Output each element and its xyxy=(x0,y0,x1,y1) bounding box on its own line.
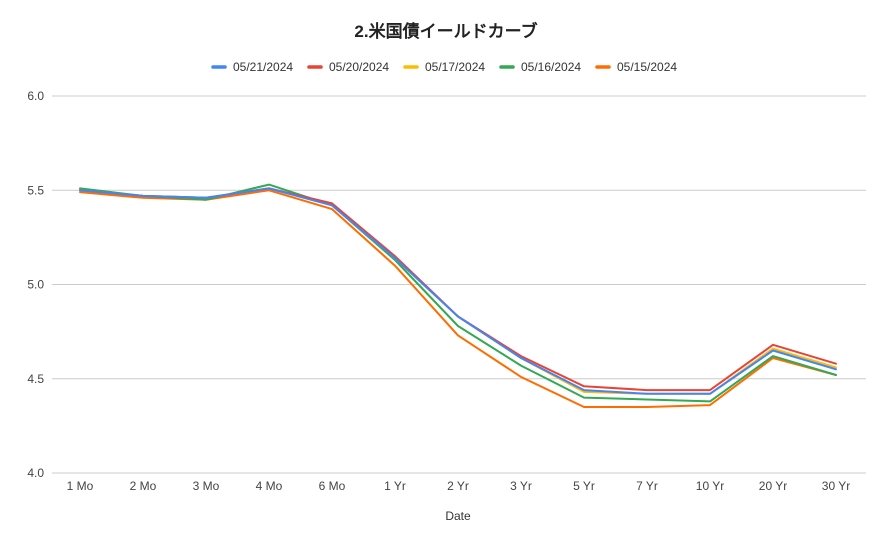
x-tick-label: 5 Yr xyxy=(573,479,595,493)
legend-label: 05/21/2024 xyxy=(233,60,293,74)
legend-item: 05/21/2024 xyxy=(211,60,293,74)
legend-label: 05/17/2024 xyxy=(425,60,485,74)
series-line-05-21-2024 xyxy=(79,187,837,395)
y-tick-label: 4.5 xyxy=(27,372,44,386)
series-line-05-16-2024 xyxy=(79,183,837,403)
x-tick-label: 10 Yr xyxy=(696,479,724,493)
legend-item: 05/16/2024 xyxy=(499,60,581,74)
x-axis-label: Date xyxy=(445,509,471,523)
gridlines xyxy=(52,95,866,474)
x-tick-label: 2 Yr xyxy=(447,479,469,493)
x-tick-label: 3 Mo xyxy=(193,479,220,493)
legend-item: 05/15/2024 xyxy=(595,60,677,74)
legend-label: 05/20/2024 xyxy=(329,60,389,74)
legend-label: 05/15/2024 xyxy=(617,60,677,74)
x-axis-ticks: 1 Mo 2 Mo 3 Mo 4 Mo 6 Mo 1 Yr 2 Yr 3 Yr 5 Yr 7 Yr… xyxy=(67,479,851,493)
x-tick-label: 4 Mo xyxy=(256,479,283,493)
series-line-05-20-2024 xyxy=(79,187,837,392)
x-tick-label: 30 Yr xyxy=(822,479,850,493)
x-tick-label: 1 Yr xyxy=(384,479,406,493)
x-tick-label: 7 Yr xyxy=(636,479,658,493)
legend-label: 05/16/2024 xyxy=(521,60,581,74)
legend-item: 05/20/2024 xyxy=(307,60,389,74)
x-tick-label: 2 Mo xyxy=(130,479,157,493)
y-axis-ticks: 4.0 4.5 5.0 5.5 6.0 xyxy=(27,89,44,480)
x-tick-label: 3 Yr xyxy=(510,479,532,493)
legend-item: 05/17/2024 xyxy=(403,60,485,74)
x-tick-label: 1 Mo xyxy=(67,479,94,493)
x-tick-label: 20 Yr xyxy=(759,479,787,493)
y-tick-label: 6.0 xyxy=(27,89,44,103)
legend: 05/21/2024 05/20/2024 05/17/2024 05/16/2024… xyxy=(211,60,677,74)
y-tick-label: 4.0 xyxy=(27,466,44,480)
series-line-05-15-2024 xyxy=(79,189,837,408)
y-tick-label: 5.0 xyxy=(27,278,44,292)
x-tick-label: 6 Mo xyxy=(319,479,346,493)
series-line-05-17-2024 xyxy=(79,187,837,395)
y-tick-label: 5.5 xyxy=(27,183,44,197)
chart-title: 2.米国債イールドカーブ xyxy=(354,21,537,41)
series-lines xyxy=(79,183,837,408)
